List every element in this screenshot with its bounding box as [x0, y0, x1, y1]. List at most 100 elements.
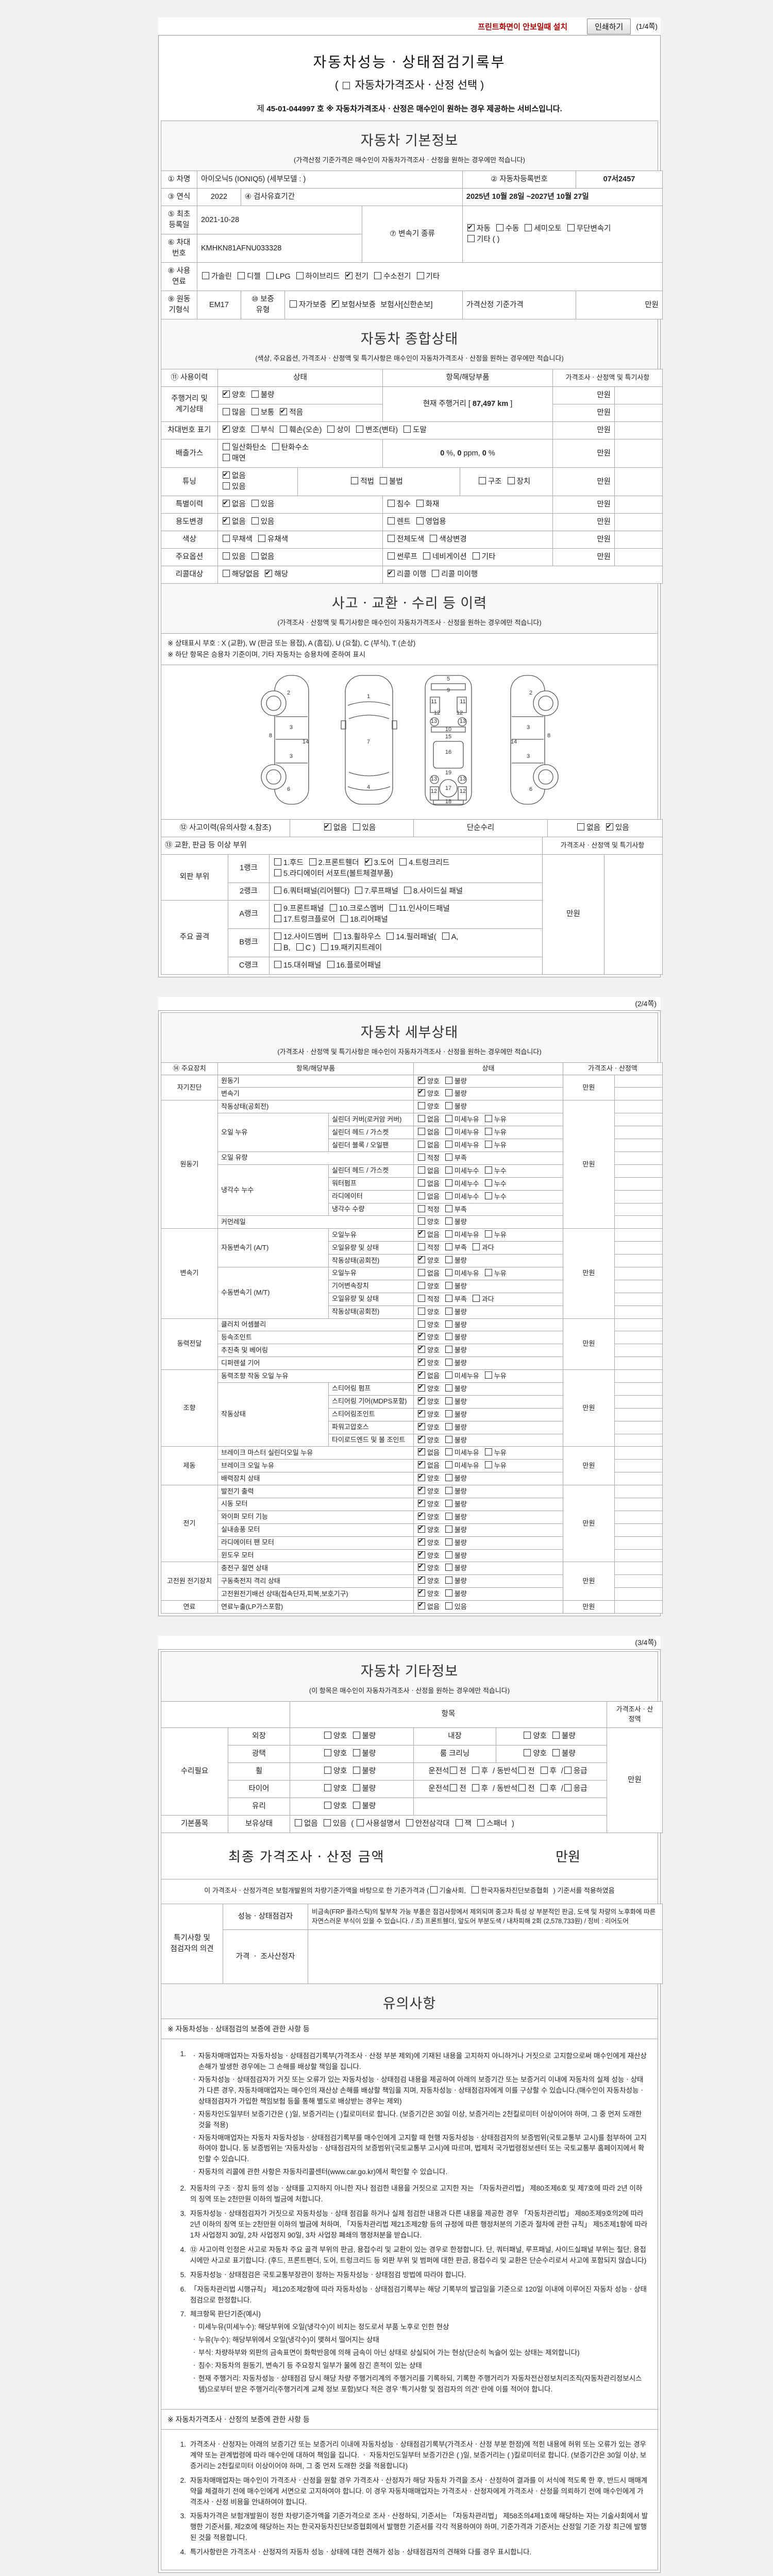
- checkbox-label: 색상변경: [439, 535, 467, 544]
- checkbox-unchecked: [423, 552, 431, 560]
- table-row: 스티어링조인트 양호 불량: [161, 1408, 663, 1421]
- checkbox-label: 없음: [427, 1269, 440, 1277]
- table-cell: [614, 467, 663, 497]
- checkbox-label: 무단변속기: [576, 224, 611, 233]
- table-cell: 만원: [552, 513, 615, 532]
- table-cell: [614, 386, 663, 405]
- checkbox-checked: [418, 1601, 425, 1610]
- checkbox-unchecked: [445, 1577, 452, 1584]
- table-cell: 가격산정 기준가격: [462, 291, 577, 320]
- checkbox-label: 불량: [454, 1397, 467, 1405]
- table-cell: 만원: [563, 1562, 615, 1601]
- checkbox-unchecked: [445, 1294, 452, 1302]
- checkbox-label: 적정: [427, 1205, 440, 1213]
- checkbox-unchecked: [455, 1819, 463, 1826]
- page-indicator-1: (1/4쪽): [636, 22, 658, 30]
- checkbox-unchecked: [321, 943, 329, 951]
- table-cell: 없음 있음: [413, 1600, 563, 1614]
- checkbox-label: 없음: [427, 1449, 440, 1457]
- table-cell: 2022: [197, 188, 241, 207]
- checkbox-label: 7.루프패널: [364, 887, 398, 895]
- checkbox-unchecked: [352, 1731, 360, 1739]
- checkbox-unchecked: [445, 1320, 452, 1328]
- checkbox-label: 양호: [427, 1320, 440, 1329]
- note-subitem: ㆍ 현재 주행거리: 자동차성능ㆍ상태점검 당시 해당 차량 주행거리계의 주행거…: [190, 2374, 648, 2395]
- checkbox-label: 13.휠하우스: [343, 933, 381, 941]
- checkbox-checked: [280, 406, 288, 416]
- table-cell: [614, 1331, 663, 1345]
- checkbox-checked: [418, 1472, 425, 1482]
- checkbox-unchecked: [309, 858, 316, 866]
- checkbox-unchecked: [386, 932, 394, 940]
- checkbox-unchecked: [274, 858, 281, 866]
- checkbox-unchecked: [352, 1801, 360, 1809]
- checkbox-checked: [223, 424, 230, 434]
- table-cell: [614, 439, 663, 468]
- table-row: 윈도우 모터 양호 불량: [161, 1549, 663, 1563]
- table-cell: [614, 421, 663, 440]
- panel-number: 4: [366, 784, 369, 790]
- table-cell: KMHKN81AFNU033328: [197, 234, 362, 263]
- panel-number: 1: [366, 693, 369, 700]
- print-button[interactable]: 인쇄하기: [587, 18, 631, 35]
- checkbox-unchecked: [418, 1128, 425, 1136]
- checkbox-label: 누수: [494, 1166, 507, 1175]
- table-cell: 양호 불량: [413, 1485, 563, 1498]
- table-cell: 고전원전기배선 상태(접속단자,피복,보호기구): [217, 1587, 414, 1601]
- table-cell: 2025년 10월 28일 ~2027년 10월 27일: [462, 188, 663, 207]
- table-row: 스티어링 기어(MDPS포함) 양호 불량: [161, 1395, 663, 1409]
- checkbox-unchecked: [484, 1128, 492, 1136]
- checkbox-label: 없음: [232, 500, 246, 509]
- note-text: 특기사항란은 가격조사ㆍ산정자의 자동차 성능ㆍ상태에 대한 견해가 성능ㆍ상태…: [190, 2548, 532, 2556]
- table-cell: 스티어링조인트: [328, 1408, 414, 1421]
- checkbox-label: 탄화수소: [281, 444, 309, 452]
- text-segment: 0: [457, 449, 462, 457]
- checkbox-unchecked: [295, 1819, 302, 1826]
- section-title: 자동차 종합상태: [360, 331, 459, 347]
- checkbox-label: 불량: [260, 391, 275, 400]
- table-row: ⑭ 주요장치 항목/해당부품 상태 가격조사ㆍ산정액: [161, 1062, 663, 1075]
- table-cell: 항목/해당부품: [382, 369, 553, 387]
- checkbox-unchecked: [274, 869, 281, 876]
- note-subitem: ㆍ 부식: 차량하부와 외판의 금속표면이 화학반응에 의해 금속이 아닌 상태로…: [190, 2348, 648, 2359]
- table-cell: 외장: [228, 1727, 290, 1745]
- note-item: 5. 자동차성능ㆍ상태점검은 국토교통부장관이 정하는 자동차성능ㆍ상태점검 방법…: [171, 2270, 648, 2281]
- checkbox-unchecked: [445, 1179, 452, 1187]
- checkbox-unchecked: [445, 1115, 452, 1123]
- table-cell: [614, 1420, 663, 1434]
- table-cell: [614, 513, 663, 532]
- checkbox-label: 불량: [362, 1732, 376, 1740]
- checkbox-label: 없음: [427, 1372, 440, 1380]
- checkbox-label: 전: [459, 1784, 466, 1793]
- bullet: ㆍ: [191, 2168, 198, 2176]
- car-diagram-panel: 2 3 3 14 8 6 1 7 4 5 9 11 11 12 12 13 13 10 15 16 19 13 13 12 12…: [161, 664, 658, 820]
- checkbox-label: 양호: [533, 1749, 547, 1758]
- table-cell: 무채색 유채색: [217, 531, 383, 549]
- checkbox-unchecked: [418, 1281, 425, 1289]
- checkbox-label: 1.후드: [283, 858, 304, 867]
- table-cell: 썬루프 네비게이션 기타: [382, 548, 553, 567]
- note-subtext: 자동차인도일부터 보증기간은 ( )일, 보증거리는 ( )킬로미터로 합니다.…: [198, 2110, 642, 2129]
- note-item-number: 2.: [180, 2184, 186, 2193]
- panel-number: 3: [289, 753, 292, 759]
- table-cell: 리콜대상: [161, 566, 218, 584]
- checkbox-unchecked: [524, 1731, 531, 1739]
- table-cell: 양호 불량: [413, 1395, 563, 1409]
- table-row: 타이로드엔드 및 볼 조인트 양호 불량: [161, 1433, 663, 1447]
- checkbox-unchecked: [324, 1801, 331, 1809]
- checkbox-unchecked: [445, 1102, 452, 1110]
- checkbox-label: 일산화탄소: [232, 444, 266, 452]
- checkbox-unchecked: [418, 1153, 425, 1161]
- note-item-number: 3.: [180, 2210, 186, 2218]
- checkbox-label: 불량: [362, 1784, 376, 1793]
- table-cell: 시동 모터: [217, 1497, 414, 1511]
- checkbox-checked: [418, 1460, 425, 1469]
- table-row: 원동기 작동상태(공회전) 양호 불량 만원: [161, 1100, 663, 1229]
- text-segment: /: [561, 1767, 563, 1775]
- checkbox-unchecked: [445, 1410, 452, 1417]
- table-row: 라디에이터 팬 모터 양호 불량: [161, 1536, 663, 1550]
- checkbox-label: 부족: [454, 1295, 467, 1303]
- checkbox-checked: [418, 1485, 425, 1495]
- checkbox-label: A,: [451, 933, 459, 941]
